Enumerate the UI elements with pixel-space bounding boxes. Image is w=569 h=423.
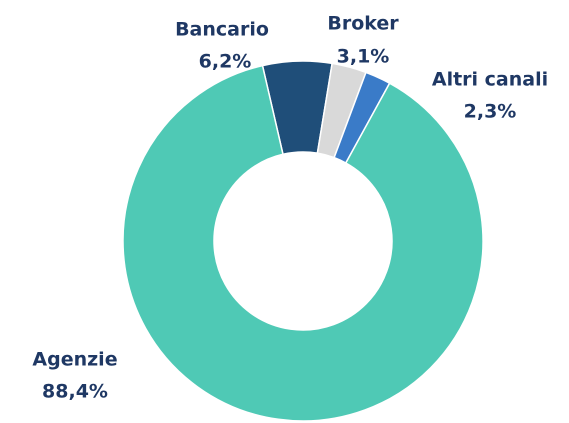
slice-value-label: 88,4% xyxy=(42,381,108,403)
donut-slice xyxy=(122,64,484,422)
slice-value-label: 6,2% xyxy=(199,51,252,73)
slice-value-label: 3,1% xyxy=(337,46,390,68)
slice-label: Agenzie xyxy=(32,349,117,371)
slice-label: Altri canali xyxy=(432,69,548,91)
slice-value-label: 2,3% xyxy=(464,101,517,123)
slice-label: Bancario xyxy=(175,19,269,41)
slice-label: Broker xyxy=(327,13,399,35)
